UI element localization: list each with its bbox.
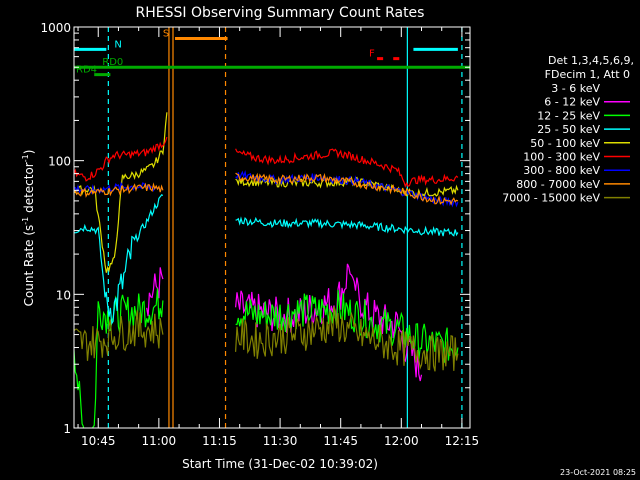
- flag-n: N: [74, 39, 458, 51]
- legend-header-1: Det 1,3,4,5,6,9,: [548, 54, 634, 67]
- legend-label: 300 - 800 keV: [523, 164, 600, 177]
- series-group: [74, 112, 459, 428]
- y-tick-label: 1000: [40, 21, 71, 35]
- legend-label: 50 - 100 keV: [530, 137, 600, 150]
- series-segment: [235, 148, 459, 188]
- series-segment: [235, 216, 459, 237]
- flag-label: RD0: [102, 57, 123, 68]
- series-line: [74, 288, 459, 428]
- series-line: [74, 136, 459, 188]
- y-axis: 1 10 100 1000: [40, 21, 470, 436]
- x-axis-label: Start Time (31-Dec-02 10:39:02): [182, 457, 378, 471]
- timestamp: 23-Oct-2021 08:25: [560, 468, 636, 477]
- series-segment: [235, 270, 398, 382]
- y-tick-label: 100: [48, 155, 71, 169]
- series-line: [74, 172, 459, 206]
- series-segment: [74, 194, 164, 326]
- series-segment: [235, 306, 459, 372]
- legend-label: 100 - 300 keV: [523, 151, 600, 164]
- flag-label: F: [369, 49, 375, 60]
- flag-f: F: [369, 49, 400, 61]
- x-tick-label: 11:45: [323, 434, 358, 448]
- plot-frame: [73, 26, 471, 429]
- flag-rd0: RD0: [74, 57, 470, 69]
- chart-title: RHESSI Observing Summary Count Rates: [136, 5, 425, 21]
- series-segment: [74, 288, 164, 428]
- x-tick-label: 12:15: [445, 434, 480, 448]
- flag-s: S: [163, 29, 228, 41]
- legend-label: 7000 - 15000 keV: [502, 192, 600, 205]
- y-tick-label: 1: [63, 422, 71, 436]
- series-segment: [74, 182, 164, 198]
- legend-label: 3 - 6 keV: [551, 82, 600, 95]
- legend-label: 25 - 50 keV: [537, 123, 600, 136]
- legend-header-2: FDecim 1, Att 0: [545, 68, 630, 81]
- series-segment: [74, 310, 164, 361]
- x-tick-label: 11:15: [202, 434, 237, 448]
- series-segment: [235, 169, 459, 208]
- series-segment: [235, 289, 459, 363]
- y-tick-label: 10: [56, 288, 71, 302]
- x-tick-label: 12:00: [384, 434, 419, 448]
- series-segment: [235, 172, 459, 206]
- flag-group: N S F RD0 RD4: [74, 29, 470, 77]
- x-axis: 10:45 11:00 11:15 11:30 11:45 12:00 12:15: [77, 27, 480, 448]
- flag-label: RD4: [76, 65, 97, 76]
- flag-label: N: [114, 39, 121, 50]
- legend-label: 6 - 12 keV: [544, 96, 600, 109]
- legend-label: 12 - 25 keV: [537, 109, 600, 122]
- flag-rd4: RD4: [76, 65, 111, 77]
- series-line: [74, 306, 459, 372]
- series-segment: [74, 136, 168, 182]
- status-lines: [107, 27, 463, 428]
- x-tick-label: 11:30: [263, 434, 298, 448]
- flag-label: S: [163, 29, 169, 40]
- legend-label: 800 - 7000 keV: [516, 178, 600, 191]
- x-tick-label: 10:45: [81, 434, 116, 448]
- series-segment: [146, 267, 164, 317]
- y-axis-label: Count Rate (s-1 detector-1): [21, 150, 36, 307]
- series-line: [74, 194, 459, 326]
- x-tick-label: 11:00: [142, 434, 177, 448]
